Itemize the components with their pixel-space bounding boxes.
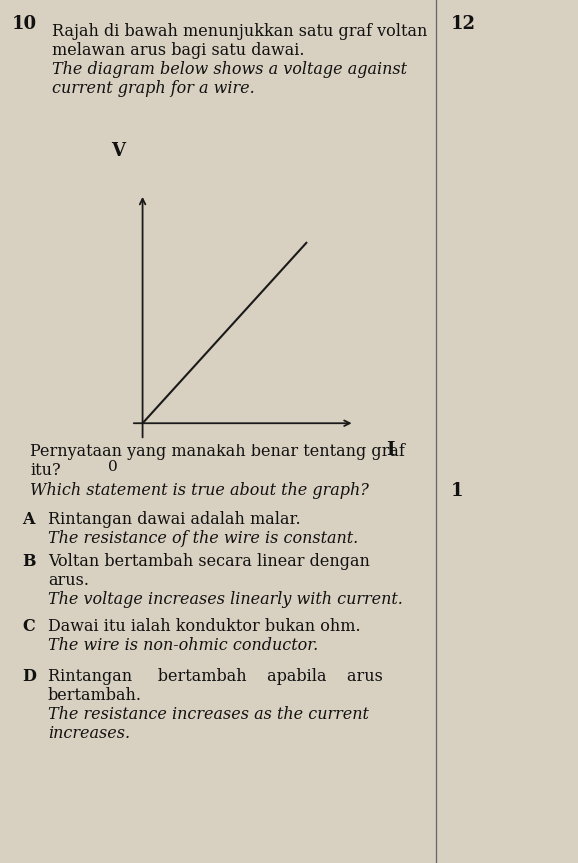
Text: I: I <box>386 441 395 458</box>
Text: current graph for a wire.: current graph for a wire. <box>52 80 255 97</box>
Text: Pernyataan yang manakah benar tentang graf: Pernyataan yang manakah benar tentang gr… <box>30 443 405 460</box>
Text: Rajah di bawah menunjukkan satu graf voltan: Rajah di bawah menunjukkan satu graf vol… <box>52 23 427 40</box>
Text: bertambah.: bertambah. <box>48 687 142 704</box>
Text: A: A <box>22 511 35 528</box>
Text: Which statement is true about the graph?: Which statement is true about the graph? <box>30 482 369 499</box>
Text: 10: 10 <box>12 15 37 33</box>
Text: C: C <box>22 618 35 635</box>
Text: itu?: itu? <box>30 462 61 479</box>
Text: 12: 12 <box>450 15 475 33</box>
Text: The voltage increases linearly with current.: The voltage increases linearly with curr… <box>48 591 403 608</box>
Text: B: B <box>22 553 35 570</box>
Text: increases.: increases. <box>48 725 130 742</box>
Text: arus.: arus. <box>48 572 89 589</box>
Text: The resistance of the wire is constant.: The resistance of the wire is constant. <box>48 530 358 547</box>
Text: Dawai itu ialah konduktor bukan ohm.: Dawai itu ialah konduktor bukan ohm. <box>48 618 361 635</box>
Text: melawan arus bagi satu dawai.: melawan arus bagi satu dawai. <box>52 42 305 59</box>
Text: V: V <box>111 142 125 160</box>
Text: Rintangan dawai adalah malar.: Rintangan dawai adalah malar. <box>48 511 301 528</box>
Text: 0: 0 <box>108 460 118 474</box>
Text: D: D <box>22 668 36 685</box>
Text: 1: 1 <box>450 482 463 500</box>
Text: The diagram below shows a voltage against: The diagram below shows a voltage agains… <box>52 61 407 78</box>
Text: The resistance increases as the current: The resistance increases as the current <box>48 706 369 723</box>
Text: Voltan bertambah secara linear dengan: Voltan bertambah secara linear dengan <box>48 553 370 570</box>
Text: Rintangan     bertambah    apabila    arus: Rintangan bertambah apabila arus <box>48 668 383 685</box>
Text: The wire is non-ohmic conductor.: The wire is non-ohmic conductor. <box>48 637 318 654</box>
